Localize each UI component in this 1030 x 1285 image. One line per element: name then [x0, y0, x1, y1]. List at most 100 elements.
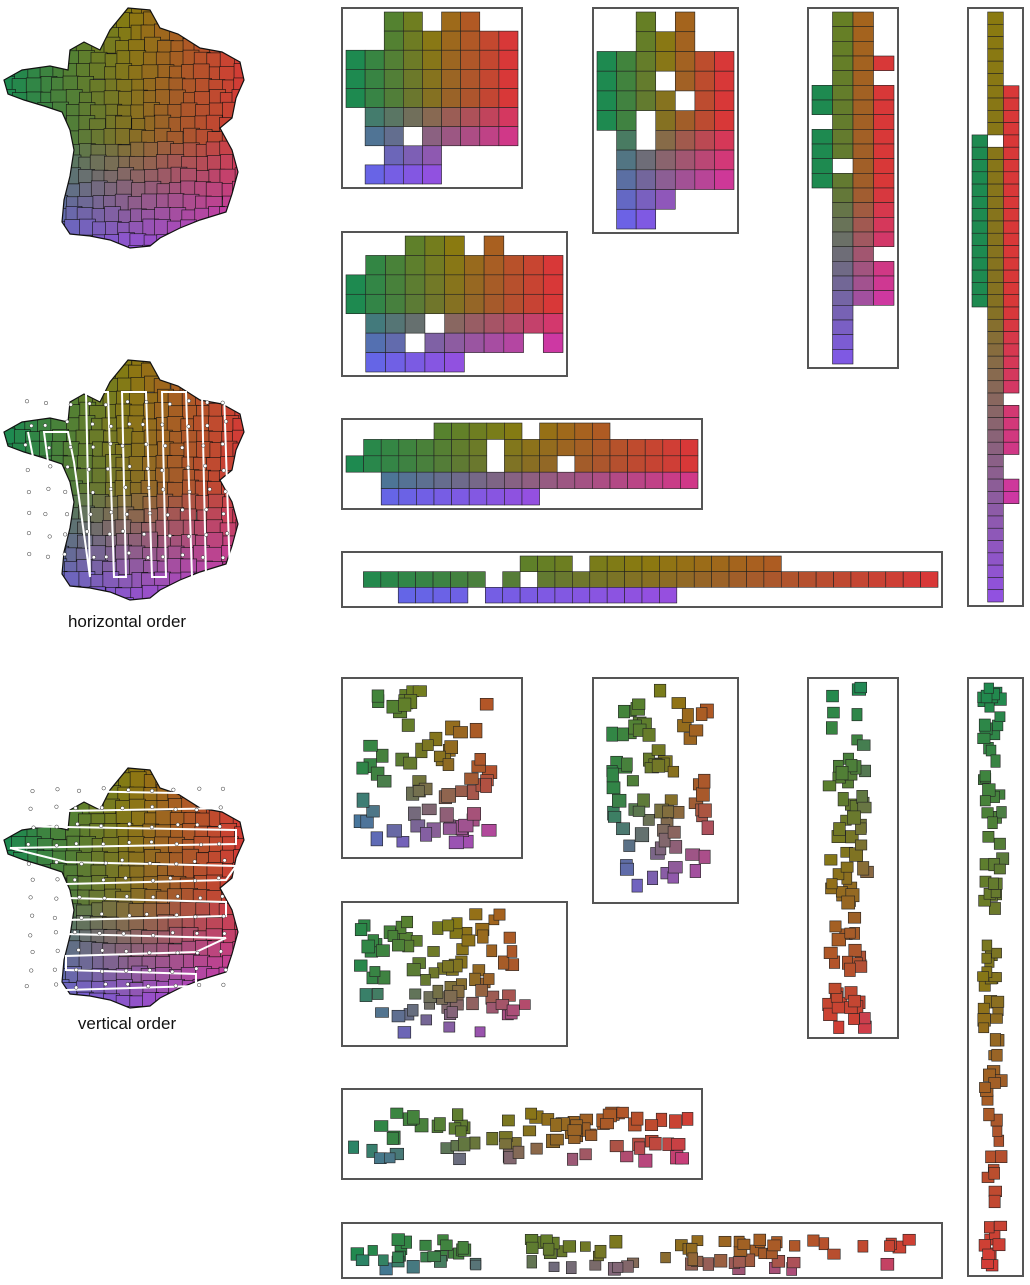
square-node [822, 780, 837, 792]
region [53, 378, 71, 396]
region [102, 360, 120, 367]
region [50, 915, 67, 933]
square-node [367, 1245, 378, 1256]
square-node [988, 1167, 1000, 1180]
region [4, 496, 17, 513]
region [245, 28, 261, 44]
region [26, 379, 44, 397]
region [88, 992, 106, 1008]
order-node [223, 419, 228, 424]
square-node [579, 1148, 592, 1161]
square-node [363, 739, 378, 752]
square-node [376, 748, 389, 763]
treemap-cell [404, 255, 426, 276]
treemap-cell [460, 126, 481, 147]
treemap-cell [483, 293, 505, 315]
order-node [54, 860, 59, 865]
treemap-cell [832, 173, 854, 189]
treemap-cell [873, 217, 895, 233]
treemap-cell [422, 88, 442, 108]
square-node [452, 1108, 464, 1121]
region [14, 955, 31, 973]
order-node [223, 489, 228, 494]
region [183, 246, 200, 248]
region [25, 155, 43, 172]
order-node [193, 914, 198, 919]
region [209, 8, 226, 16]
square-node [609, 1140, 624, 1153]
region [104, 8, 122, 15]
treemap-cell [662, 471, 681, 489]
square-node [642, 814, 655, 826]
treemap-cell [616, 90, 637, 111]
treemap-cell [676, 555, 695, 572]
region [234, 980, 244, 997]
region [246, 584, 262, 600]
treemap-cell [433, 439, 452, 457]
square-node [990, 754, 1001, 768]
treemap-cell [539, 471, 558, 489]
square-node [609, 1235, 623, 1249]
treemap-cell [763, 571, 782, 588]
treemap-cell [444, 293, 465, 315]
treemap-cell [441, 69, 461, 89]
treemap-cell [403, 145, 423, 166]
square-node [519, 999, 531, 1010]
treemap-cell [655, 110, 676, 131]
treemap-cell [592, 471, 611, 489]
treemap-cell [345, 293, 367, 315]
treemap-cell [674, 149, 696, 171]
treemap-cell [852, 231, 874, 247]
order-node [76, 947, 81, 953]
square-node [407, 1110, 420, 1125]
order-node [151, 933, 156, 938]
treemap-cell [498, 69, 519, 89]
square-node [497, 955, 510, 970]
treemap-cell [987, 73, 1004, 87]
order-node [218, 949, 223, 954]
treemap-cell [659, 555, 678, 572]
treemap-cell [746, 555, 765, 572]
treemap-cell [635, 90, 657, 111]
square-node [826, 721, 838, 735]
treemap-cell [852, 55, 874, 71]
treemap-cell [711, 555, 730, 572]
treemap-cell [714, 51, 735, 72]
treemap-cell [383, 164, 404, 185]
region [233, 455, 244, 473]
treemap-cell [1003, 232, 1020, 246]
order-node [173, 807, 178, 812]
treemap-cell [987, 355, 1004, 369]
treemap-cell [503, 293, 524, 315]
region [12, 927, 29, 945]
region [50, 810, 68, 828]
treemap-cell [852, 85, 874, 101]
region [11, 596, 29, 600]
region [4, 917, 15, 934]
treemap-cell [519, 587, 538, 604]
treemap-cell [383, 126, 404, 147]
treemap-cell [832, 319, 854, 335]
treemap-cell [542, 293, 564, 315]
region [26, 116, 44, 133]
treemap-cell [498, 88, 519, 108]
region [51, 235, 68, 248]
square-node [442, 919, 455, 932]
treemap-cell [554, 587, 573, 604]
region [12, 561, 30, 579]
square-node [664, 794, 678, 806]
region [142, 244, 159, 248]
treemap-cell [852, 158, 874, 174]
square-node [835, 765, 849, 781]
order-node [101, 786, 106, 791]
order-node [197, 786, 202, 791]
treemap-cell [659, 587, 678, 604]
treemap-cell [714, 70, 735, 92]
treemap-cell [589, 571, 608, 588]
treemap-cell [850, 571, 869, 588]
region [234, 532, 244, 550]
region [218, 573, 236, 591]
treemap-cell [380, 439, 400, 457]
square-node [753, 1233, 767, 1246]
